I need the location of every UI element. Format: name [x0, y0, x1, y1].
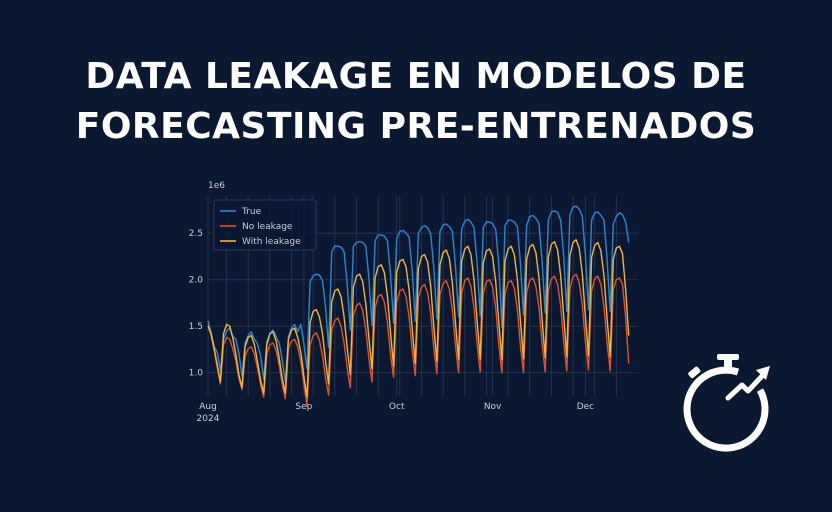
legend-box — [213, 199, 317, 251]
x-tick-label: Dec — [577, 402, 594, 412]
y-tick-label: 1.0 — [189, 369, 204, 379]
legend-label: With leakage — [242, 237, 301, 247]
legend-label: True — [241, 207, 262, 217]
x-tick-label: Nov — [484, 402, 502, 412]
series-line-with-leakage — [207, 239, 630, 398]
stopwatch-ring — [683, 366, 769, 452]
y-tick-label: 2.5 — [189, 229, 203, 239]
trend-arrow-icon — [725, 371, 767, 401]
title-line-2: FORECASTING PRE-ENTRENADOS — [75, 106, 757, 147]
x-tick-label: Sep — [295, 402, 312, 412]
title-line-1: DATA LEAKAGE EN MODELOS DE — [85, 56, 747, 97]
stopwatch-stem — [724, 359, 732, 367]
series-line-true — [207, 205, 630, 383]
x-tick-label: Aug — [199, 402, 217, 412]
skforecast-logo — [683, 354, 770, 452]
page-title: DATA LEAKAGE EN MODELOS DE FORECASTING P… — [0, 52, 832, 152]
trend-arrowhead-icon — [756, 366, 770, 380]
legend-label: No leakage — [242, 222, 293, 232]
y-offset-label: 1e6 — [208, 181, 225, 191]
forecast-line-chart: 1.0 1.5 2.0 2.5 1e6 Aug 2024 Sep Oct Nov Dec True No… — [189, 181, 638, 424]
y-tick-label: 2.0 — [189, 276, 204, 286]
stopwatch-crown — [717, 354, 739, 360]
x-tick-label: Oct — [389, 402, 405, 412]
y-tick-label: 1.5 — [189, 322, 203, 332]
stopwatch-button — [688, 366, 701, 379]
x-tick-sublabel: 2024 — [197, 414, 220, 424]
series-line-no-leakage — [207, 273, 630, 407]
